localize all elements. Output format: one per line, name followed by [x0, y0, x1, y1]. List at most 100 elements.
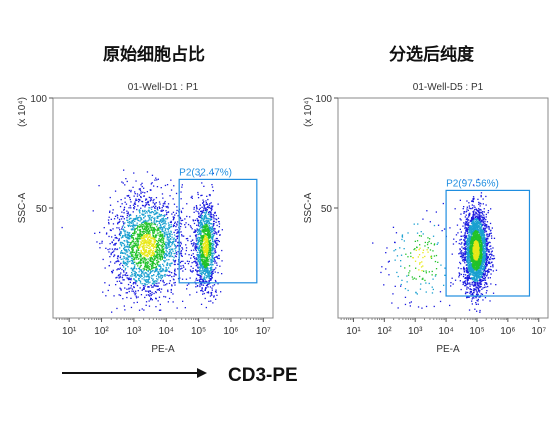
event-dot [180, 198, 182, 200]
event-dot [212, 247, 214, 249]
event-dot [201, 237, 203, 240]
event-dot [150, 197, 153, 199]
event-dot [173, 216, 175, 219]
event-dot [210, 236, 212, 238]
event-dot [195, 210, 197, 212]
event-dot [196, 224, 198, 226]
plot-subtitle: 01-Well-D1 : P1 [128, 82, 199, 93]
event-dot [133, 246, 135, 248]
event-dot [198, 237, 200, 239]
event-dot [141, 289, 143, 291]
event-dot [476, 221, 478, 223]
event-dot [197, 254, 200, 256]
event-dot [164, 260, 166, 262]
event-dot [123, 255, 125, 258]
event-dot [201, 265, 203, 267]
event-dot [196, 263, 198, 266]
event-dot [480, 279, 483, 281]
event-dot [163, 257, 165, 259]
event-dot [204, 214, 206, 217]
event-dot [135, 215, 138, 217]
event-dot [158, 239, 160, 241]
event-dot [168, 231, 170, 233]
event-dot [485, 286, 487, 288]
event-dot [136, 193, 139, 195]
event-dot [209, 267, 211, 269]
event-dot [127, 283, 130, 286]
event-dot [461, 246, 463, 248]
event-dot [152, 231, 154, 234]
event-dot [466, 263, 469, 266]
event-dot [133, 278, 135, 280]
event-dot [144, 250, 146, 252]
event-dot [153, 236, 155, 238]
event-dot [198, 255, 200, 258]
event-dot [465, 277, 467, 279]
event-dot [135, 243, 137, 245]
event-dot [156, 264, 159, 266]
event-dot [466, 231, 468, 233]
event-dot [170, 248, 172, 250]
event-dot [161, 246, 163, 248]
event-dot [207, 243, 209, 245]
event-dot [158, 256, 160, 258]
event-dot [396, 255, 399, 257]
event-dot [486, 256, 488, 258]
event-dot [475, 281, 477, 284]
event-dot [205, 284, 208, 287]
event-dot [458, 276, 460, 278]
event-dot [482, 222, 484, 224]
gate-p2[interactable] [178, 178, 258, 284]
event-dot [193, 256, 195, 258]
event-dot [487, 238, 489, 240]
event-dot [485, 265, 488, 267]
event-dot [119, 241, 122, 244]
event-dot [137, 273, 139, 276]
event-dot [478, 210, 480, 212]
event-dot [168, 242, 170, 244]
event-dot [130, 306, 133, 309]
event-dot [147, 220, 149, 222]
event-dot [154, 291, 157, 293]
event-dot [145, 234, 147, 236]
event-dot [160, 253, 162, 255]
event-dot [204, 224, 206, 226]
event-dot [213, 241, 215, 243]
event-dot [135, 252, 138, 254]
event-dot [160, 231, 162, 234]
event-dot [208, 218, 211, 220]
event-dot [419, 275, 421, 278]
event-dot [141, 273, 143, 275]
event-dot [173, 257, 175, 259]
event-dot [181, 247, 183, 249]
event-dot [153, 198, 155, 201]
event-dot [204, 259, 206, 261]
event-dot [155, 247, 158, 249]
event-dot [197, 197, 200, 199]
event-dot [203, 208, 205, 210]
event-dot [486, 253, 488, 255]
event-dot [193, 243, 195, 245]
event-dot [168, 224, 170, 226]
event-dot [488, 262, 490, 264]
event-dot [128, 218, 131, 220]
event-dot [211, 273, 213, 275]
event-dot [140, 207, 142, 209]
event-dot [203, 260, 206, 262]
event-dot [171, 285, 173, 287]
event-dot [123, 270, 125, 272]
event-dot [149, 247, 151, 249]
event-dot [170, 241, 172, 244]
event-dot [462, 283, 464, 286]
event-dot [212, 244, 215, 246]
event-dot [200, 276, 203, 278]
event-dot [164, 221, 166, 224]
event-dot [177, 251, 179, 253]
event-dot [130, 234, 133, 236]
event-dot [471, 277, 473, 280]
event-dot [160, 309, 162, 311]
event-dot [207, 226, 209, 228]
event-dot [460, 219, 462, 221]
event-dot [213, 296, 215, 298]
event-dot [134, 274, 137, 276]
